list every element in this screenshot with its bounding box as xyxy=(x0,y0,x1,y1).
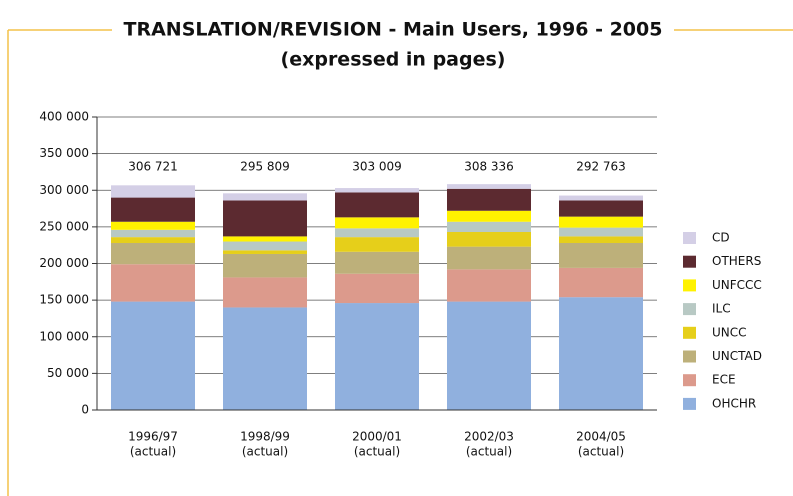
bar-segment xyxy=(447,232,531,247)
bar-segment xyxy=(559,216,643,228)
y-tick-label: 200 000 xyxy=(39,256,89,270)
legend-swatch xyxy=(683,255,696,268)
y-tick-label: 300 000 xyxy=(39,183,89,197)
bar-segment xyxy=(447,188,531,211)
bar-segment xyxy=(335,188,419,193)
bar-segment xyxy=(559,297,643,410)
legend-swatch xyxy=(683,374,696,387)
total-label: 308 336 xyxy=(464,160,514,174)
legend-swatch xyxy=(683,326,696,339)
x-tick-note: (actual) xyxy=(130,445,176,459)
bar-segment xyxy=(559,200,643,217)
bar-segment xyxy=(447,221,531,233)
legend-label: UNCC xyxy=(712,325,747,339)
x-tick-label: 2002/03 xyxy=(464,430,514,444)
bar-segment xyxy=(335,237,419,252)
total-label: 295 809 xyxy=(240,160,290,174)
bar-segment xyxy=(111,197,195,222)
legend-label: ILC xyxy=(712,302,731,316)
bar-segment xyxy=(223,250,307,254)
bar-segment xyxy=(447,210,531,222)
legend-label: CD xyxy=(712,231,730,245)
y-tick-label: 150 000 xyxy=(39,293,89,307)
y-tick-label: 0 xyxy=(81,403,89,417)
bar-segment xyxy=(335,303,419,410)
bar-segment xyxy=(111,301,195,410)
bar-segment xyxy=(223,236,307,242)
bar-segment xyxy=(559,195,643,201)
x-tick-note: (actual) xyxy=(242,445,288,459)
y-tick-label: 350 000 xyxy=(39,146,89,160)
bar-segment xyxy=(559,267,643,298)
legend-swatch xyxy=(683,350,696,363)
bar-segment xyxy=(559,236,643,243)
legend-label: UNCTAD xyxy=(712,349,762,363)
chart-subtitle: (expressed in pages) xyxy=(281,49,506,71)
bar-segment xyxy=(335,273,419,304)
bar-segment xyxy=(447,301,531,410)
bar-segment xyxy=(111,221,195,230)
legend-label: OHCHR xyxy=(712,396,756,410)
bar-segment xyxy=(111,185,195,198)
bar-segment xyxy=(335,217,419,229)
bar-segment xyxy=(111,242,195,265)
legend-swatch xyxy=(683,232,696,244)
bar-segment xyxy=(223,253,307,278)
bar-segment xyxy=(223,200,307,237)
x-tick-label: 2004/05 xyxy=(576,430,626,444)
legend-label: ECE xyxy=(712,373,736,387)
bar-segment xyxy=(223,277,307,308)
bar-segment xyxy=(559,227,643,237)
bar-segment xyxy=(335,192,419,218)
bar-segment xyxy=(447,269,531,302)
bar-segment xyxy=(335,228,419,238)
legend-swatch xyxy=(683,303,696,316)
bar-segment xyxy=(447,184,531,189)
bar-segment xyxy=(111,229,195,238)
bar-segment xyxy=(223,307,307,410)
y-tick-label: 250 000 xyxy=(39,219,89,233)
y-tick-label: 50 000 xyxy=(47,366,89,380)
x-tick-label: 1998/99 xyxy=(240,430,290,444)
chart-title: TRANSLATION/REVISION - Main Users, 1996 … xyxy=(124,19,663,41)
total-label: 303 009 xyxy=(352,160,402,174)
bar-segment xyxy=(447,246,531,270)
bar-segment xyxy=(335,251,419,274)
legend-swatch xyxy=(683,397,696,410)
y-tick-label: 400 000 xyxy=(39,110,89,124)
total-label: 306 721 xyxy=(128,160,178,174)
bar-segment xyxy=(223,193,307,201)
legend-label: OTHERS xyxy=(712,254,761,268)
bar-segment xyxy=(559,242,643,268)
x-tick-label: 1996/97 xyxy=(128,430,178,444)
total-label: 292 763 xyxy=(576,160,626,174)
x-tick-note: (actual) xyxy=(578,445,624,459)
x-tick-note: (actual) xyxy=(466,445,512,459)
legend-swatch xyxy=(683,279,696,292)
x-tick-label: 2000/01 xyxy=(352,430,402,444)
x-tick-note: (actual) xyxy=(354,445,400,459)
legend-label: UNFCCC xyxy=(712,278,762,292)
bar-segment xyxy=(111,237,195,243)
bar-segment xyxy=(111,264,195,302)
bar-segment xyxy=(223,241,307,251)
y-tick-label: 100 000 xyxy=(39,329,89,343)
